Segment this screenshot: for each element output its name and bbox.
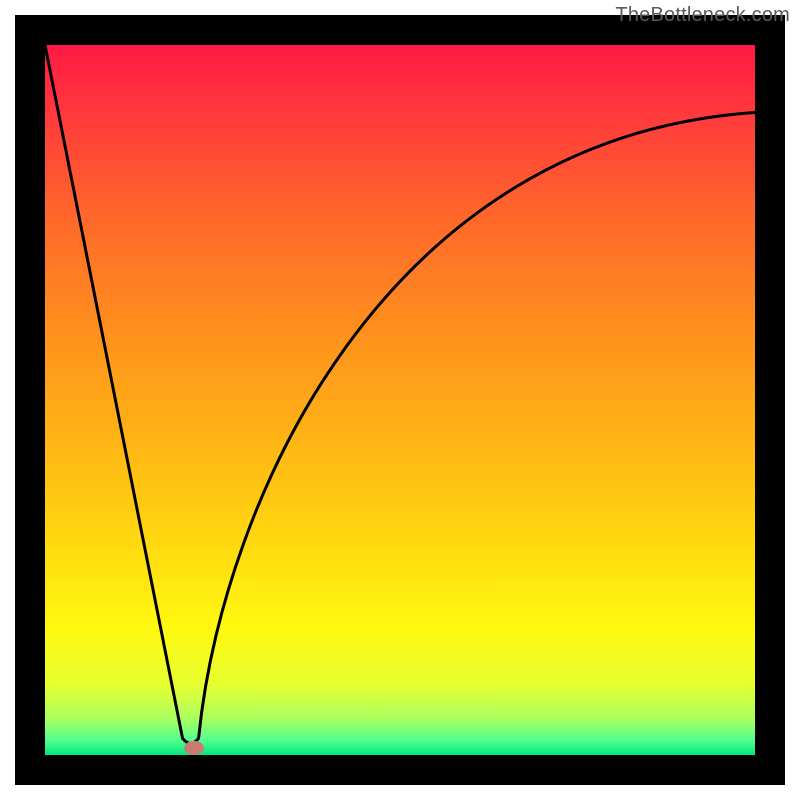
optimal-point-marker [184, 741, 204, 755]
chart-svg [0, 0, 800, 800]
gradient-plot-background [45, 45, 755, 755]
attribution-text: TheBottleneck.com [615, 4, 790, 27]
